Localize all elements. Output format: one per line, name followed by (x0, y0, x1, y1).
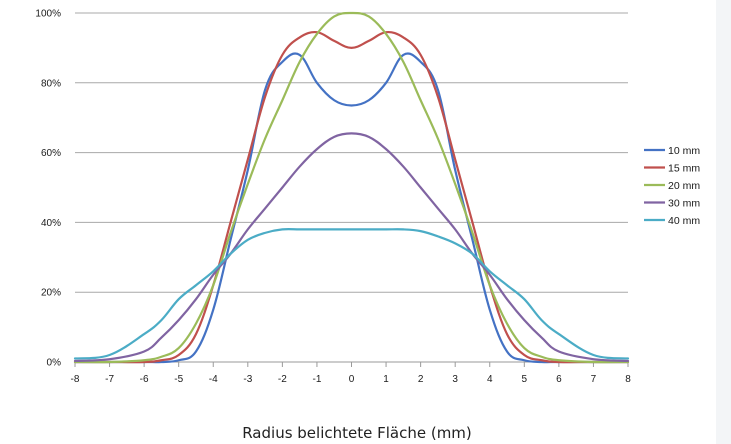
series-line-40-mm (73, 228, 630, 360)
x-tick-label: -6 (140, 374, 149, 385)
gridlines (75, 12, 628, 363)
x-tick-label: 8 (625, 374, 631, 385)
legend-label: 30 mm (668, 197, 700, 209)
y-tick-label: 0% (47, 358, 62, 369)
series-line-10-mm (73, 52, 630, 364)
series-lines (73, 11, 630, 364)
x-axis: -8 -7 -6 -5 -4 -3 -2 -1 0 1 2 3 4 5 6 7 8 (71, 362, 631, 385)
x-tick-label: 4 (487, 374, 493, 385)
y-tick-label: 80% (41, 78, 61, 89)
x-tick-label: -4 (209, 374, 218, 385)
legend-label: 15 mm (668, 162, 700, 174)
x-tick-label: -5 (174, 374, 183, 385)
legend-label: 10 mm (668, 145, 700, 157)
y-tick-label: 40% (41, 218, 61, 229)
x-tick-label: 5 (522, 374, 528, 385)
y-tick-label: 100% (35, 9, 61, 20)
x-tick-label: 6 (556, 374, 562, 385)
x-tick-label: -1 (312, 374, 321, 385)
x-tick-label: 7 (591, 374, 597, 385)
legend-label: 20 mm (668, 180, 700, 192)
x-tick-label: -2 (278, 374, 287, 385)
x-tick-label: 3 (452, 374, 458, 385)
x-axis-label: Radius belichtete Fläche (mm) (242, 424, 472, 442)
x-tick-label: 0 (349, 374, 355, 385)
x-tick-label: 2 (418, 374, 424, 385)
legend: 10 mm 15 mm 20 mm 30 mm 40 mm (644, 145, 700, 227)
y-tick-label: 20% (41, 288, 61, 299)
y-axis-ticks: 0% 20% 40% 60% 80% 100% (35, 9, 61, 369)
y-tick-label: 60% (41, 148, 61, 159)
chart: 0% 20% 40% 60% 80% 100% -8 -7 -6 -5 -4 -3 -2 -1 0 1 2 3 4… (0, 0, 716, 444)
series-line-15-mm (73, 30, 630, 364)
x-tick-label: 1 (383, 374, 389, 385)
legend-label: 40 mm (668, 215, 700, 227)
x-tick-label: -8 (71, 374, 80, 385)
series-line-30-mm (73, 132, 630, 363)
series-line-20-mm (73, 11, 630, 364)
x-tick-label: -3 (243, 374, 252, 385)
x-tick-label: -7 (105, 374, 114, 385)
